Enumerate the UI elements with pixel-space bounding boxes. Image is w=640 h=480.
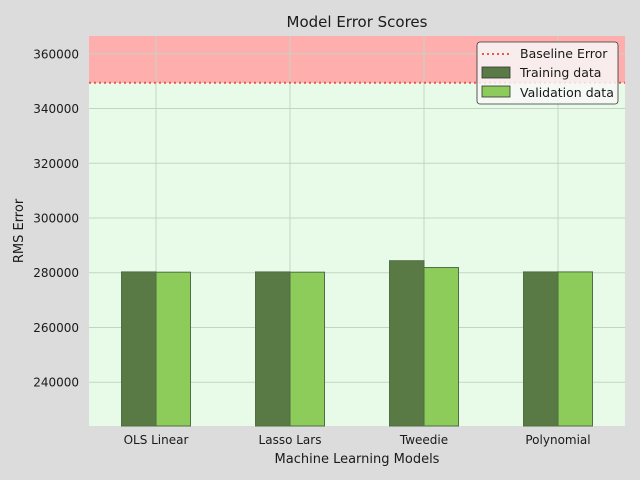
training-bar-ols-linear [121,271,157,427]
y-tick-label: 360000 [33,47,79,61]
legend-training-swatch [481,66,511,79]
validation-bar-lasso-lars [289,271,325,427]
legend-box [476,41,619,105]
legend-validation-swatch [481,85,511,98]
training-bar-tweedie [389,260,425,427]
x-tick-label: OLS Linear [124,433,189,447]
legend-label: Training data [519,65,601,80]
y-tick-labels: 240000 260000 280000 300000 320000 340000 3600… [33,47,79,389]
y-axis-label: RMS Error [12,198,27,263]
x-axis-label: Machine Learning Models [275,452,440,467]
validation-bar-polynomial [557,271,593,427]
y-tick-label: 300000 [33,212,79,226]
legend: Baseline Error Training data Validation da… [476,41,619,105]
y-tick-label: 320000 [33,157,79,171]
x-tick-labels: OLS Linear Lasso Lars Tweedie Polynomial [124,433,591,447]
x-tick-label: Polynomial [525,433,590,447]
training-bar-polynomial [523,271,559,427]
validation-bar-ols-linear [155,271,191,427]
validation-bar-tweedie [423,267,459,427]
x-tick-label: Tweedie [399,433,448,447]
bars [121,260,593,427]
y-tick-label: 240000 [33,376,79,390]
y-tick-label: 260000 [33,321,79,335]
legend-label: Validation data [520,85,614,100]
chart-title: Model Error Scores [287,13,428,31]
legend-label: Baseline Error [520,46,608,61]
y-tick-label: 340000 [33,102,79,116]
x-tick-label: Lasso Lars [259,433,322,447]
y-tick-label: 280000 [33,266,79,280]
training-bar-lasso-lars [255,271,291,427]
